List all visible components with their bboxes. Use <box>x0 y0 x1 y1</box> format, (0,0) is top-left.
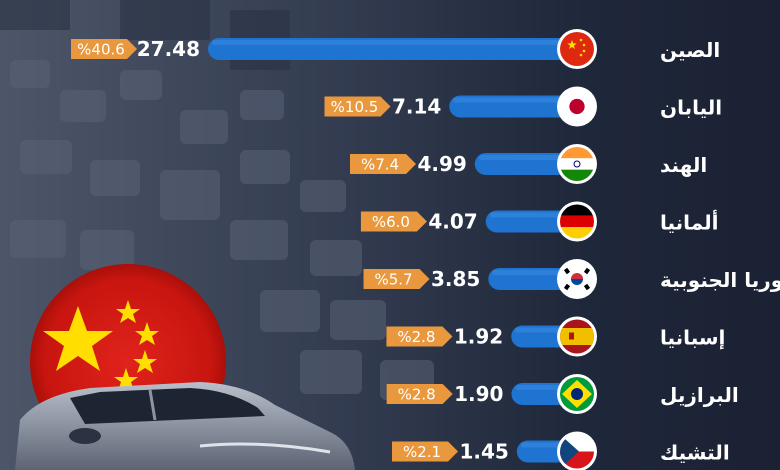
share-label: %7.4 <box>361 156 399 174</box>
value-label: 1.92 <box>454 325 503 349</box>
bar-row: 4.07 %6.0 ألمانيا <box>360 201 718 242</box>
value-label: 27.48 <box>137 37 200 61</box>
category-label: اليابان <box>660 96 722 120</box>
south-korea-flag-icon <box>560 262 594 296</box>
share-badge <box>324 96 391 117</box>
bar-row: 3.85 %5.7 كوريا الجنوبية <box>363 259 780 299</box>
value-label: 7.14 <box>392 95 441 119</box>
value-label: 4.07 <box>428 210 477 234</box>
bar-highlight <box>489 212 574 218</box>
value-label: 1.90 <box>454 382 503 406</box>
share-badge <box>360 211 427 232</box>
germany-flag-icon <box>560 204 594 239</box>
car-photo <box>15 382 355 470</box>
category-label: كوريا الجنوبية <box>660 268 780 292</box>
bar-highlight <box>212 40 574 45</box>
bar <box>474 153 582 175</box>
india-flag-icon <box>560 147 594 181</box>
share-label: %2.8 <box>397 328 435 346</box>
bar-highlight <box>453 97 574 103</box>
share-badge <box>350 154 417 174</box>
share-label: %40.6 <box>77 41 125 59</box>
bar-row: 1.90 %2.8 البرازيل <box>386 374 739 414</box>
japan-flag-icon <box>560 89 594 124</box>
category-label: الصين <box>660 38 720 62</box>
czechia-flag-icon <box>560 434 594 469</box>
bar-row: 1.92 %2.8 إسبانيا <box>386 316 725 357</box>
share-label: %2.1 <box>403 443 441 461</box>
share-badge <box>363 269 430 289</box>
share-badge <box>71 39 137 59</box>
share-label: %2.8 <box>398 386 436 404</box>
category-label: التشيك <box>660 441 730 465</box>
bar-row: 7.14 %10.5 اليابان <box>324 86 722 127</box>
brazil-flag-icon <box>560 377 594 411</box>
value-label: 4.99 <box>417 152 466 176</box>
bar-highlight <box>478 155 574 160</box>
bar-row: 1.45 %2.1 التشيك <box>391 431 730 470</box>
china-flag-icon <box>560 32 594 66</box>
bar-row: 4.99 %7.4 الهند <box>350 144 707 184</box>
bar-highlight <box>492 270 574 275</box>
share-badge <box>386 326 453 347</box>
share-label: %10.5 <box>331 98 379 116</box>
share-label: %5.7 <box>374 271 412 289</box>
category-label: ألمانيا <box>660 209 718 235</box>
value-label: 3.85 <box>431 267 480 291</box>
category-label: إسبانيا <box>660 326 725 350</box>
bar-row: 27.48 %40.6 الصين <box>71 29 720 69</box>
category-label: البرازيل <box>660 383 739 407</box>
bar <box>208 38 582 60</box>
share-badge <box>391 441 458 462</box>
china-stars-decoration <box>43 300 159 391</box>
spain-flag-icon <box>560 319 594 354</box>
bar <box>449 95 582 118</box>
share-badge <box>386 384 453 404</box>
value-label: 1.45 <box>459 440 508 464</box>
share-label: %6.0 <box>372 213 410 231</box>
category-label: الهند <box>660 153 707 177</box>
